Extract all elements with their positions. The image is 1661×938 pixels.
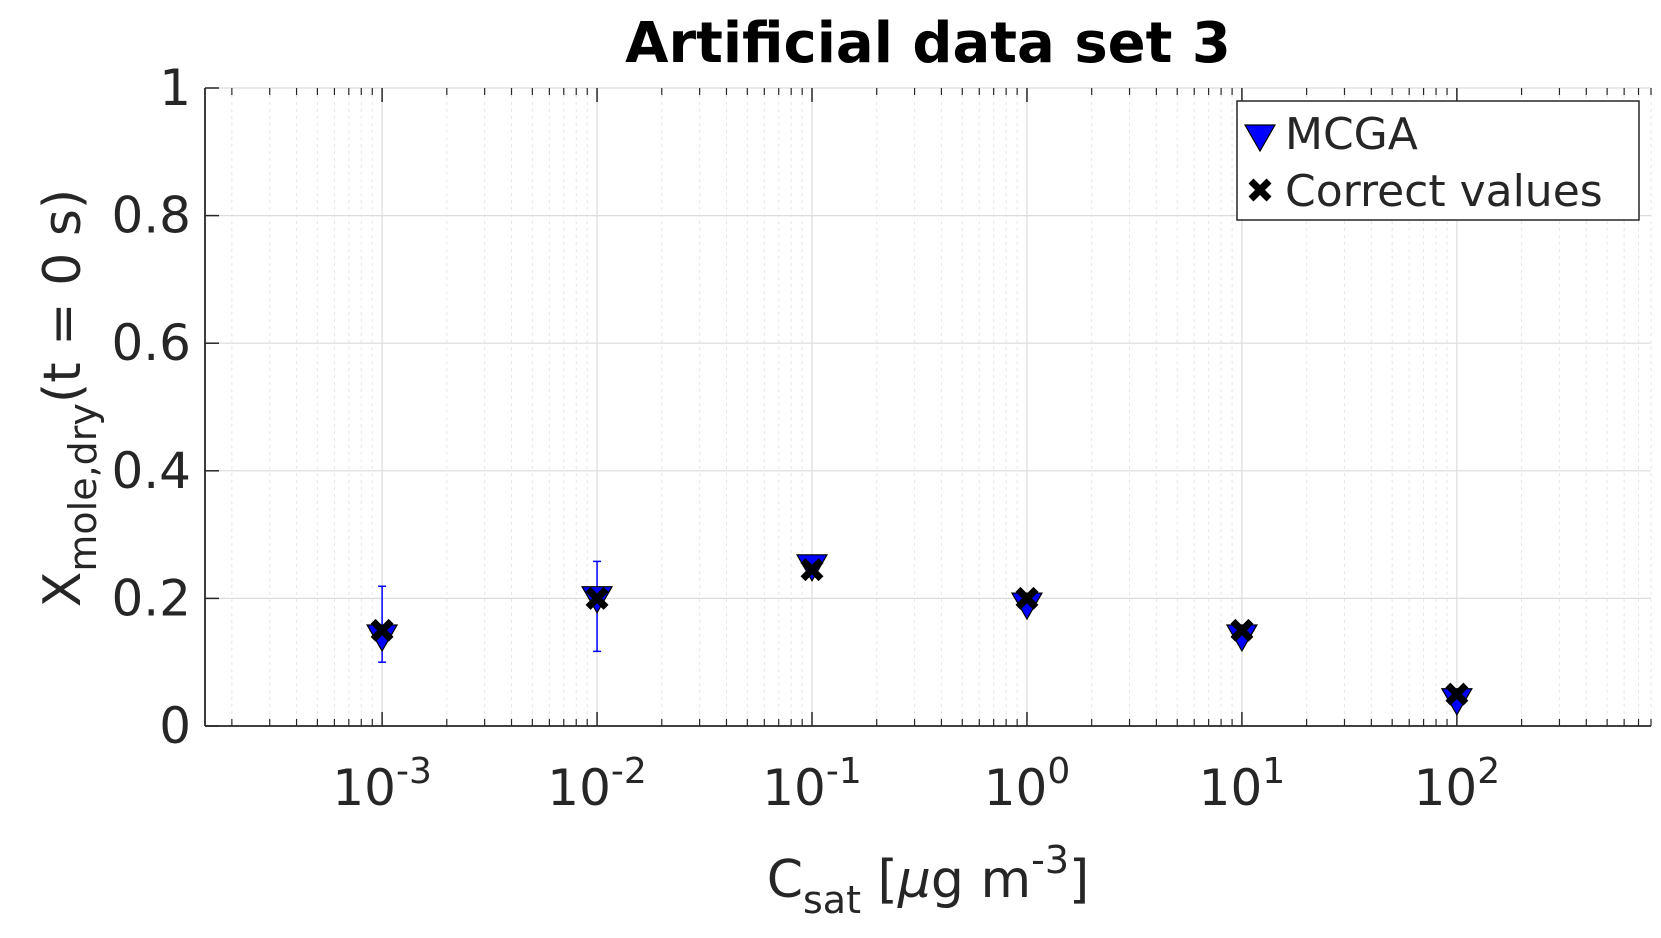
correct-value-point [370,618,394,642]
y-tick-label: 1 [159,59,191,117]
x-axis-label: Csat [μg m-3] [767,838,1090,922]
x-tick-label: 101 [1199,751,1286,817]
chart-title: Artificial data set 3 [625,11,1231,76]
correct-value-point [585,586,609,610]
legend-correct-label: Correct values [1285,166,1603,217]
major-grid [205,87,1651,727]
tick-labels: 10-3 10-2 10-1 100 101 102 0 0.2 0.4 0.6 0.8 1 [111,59,1500,817]
y-axis-label: Xmole,dry(t = 0 s) [33,189,105,607]
data-marks [366,554,1473,716]
correct-value-point [1445,682,1469,706]
y-tick-label: 0 [159,697,191,755]
x-tick-label: 10-2 [547,751,647,817]
legend: MCGA Correct values [1236,100,1640,221]
y-tick-label: 0.4 [111,442,191,500]
x-tick-label: 10-3 [332,751,432,817]
x-tick-label: 100 [984,751,1071,817]
y-tick-label: 0.2 [111,569,191,627]
correct-value-point [1230,618,1254,642]
y-tick-label: 0.8 [111,187,191,245]
legend-mcga-label: MCGA [1285,109,1418,160]
axes [204,87,1652,727]
legend-correct-marker-icon [1248,178,1272,202]
legend-mcga-marker-icon [1243,124,1277,153]
correct-value-point [800,558,824,582]
x-tick-label: 10-1 [762,751,862,817]
correct-value-point [1015,586,1039,610]
x-tick-label: 102 [1414,751,1501,817]
y-tick-label: 0.6 [111,314,191,372]
legend-box [1236,100,1640,221]
